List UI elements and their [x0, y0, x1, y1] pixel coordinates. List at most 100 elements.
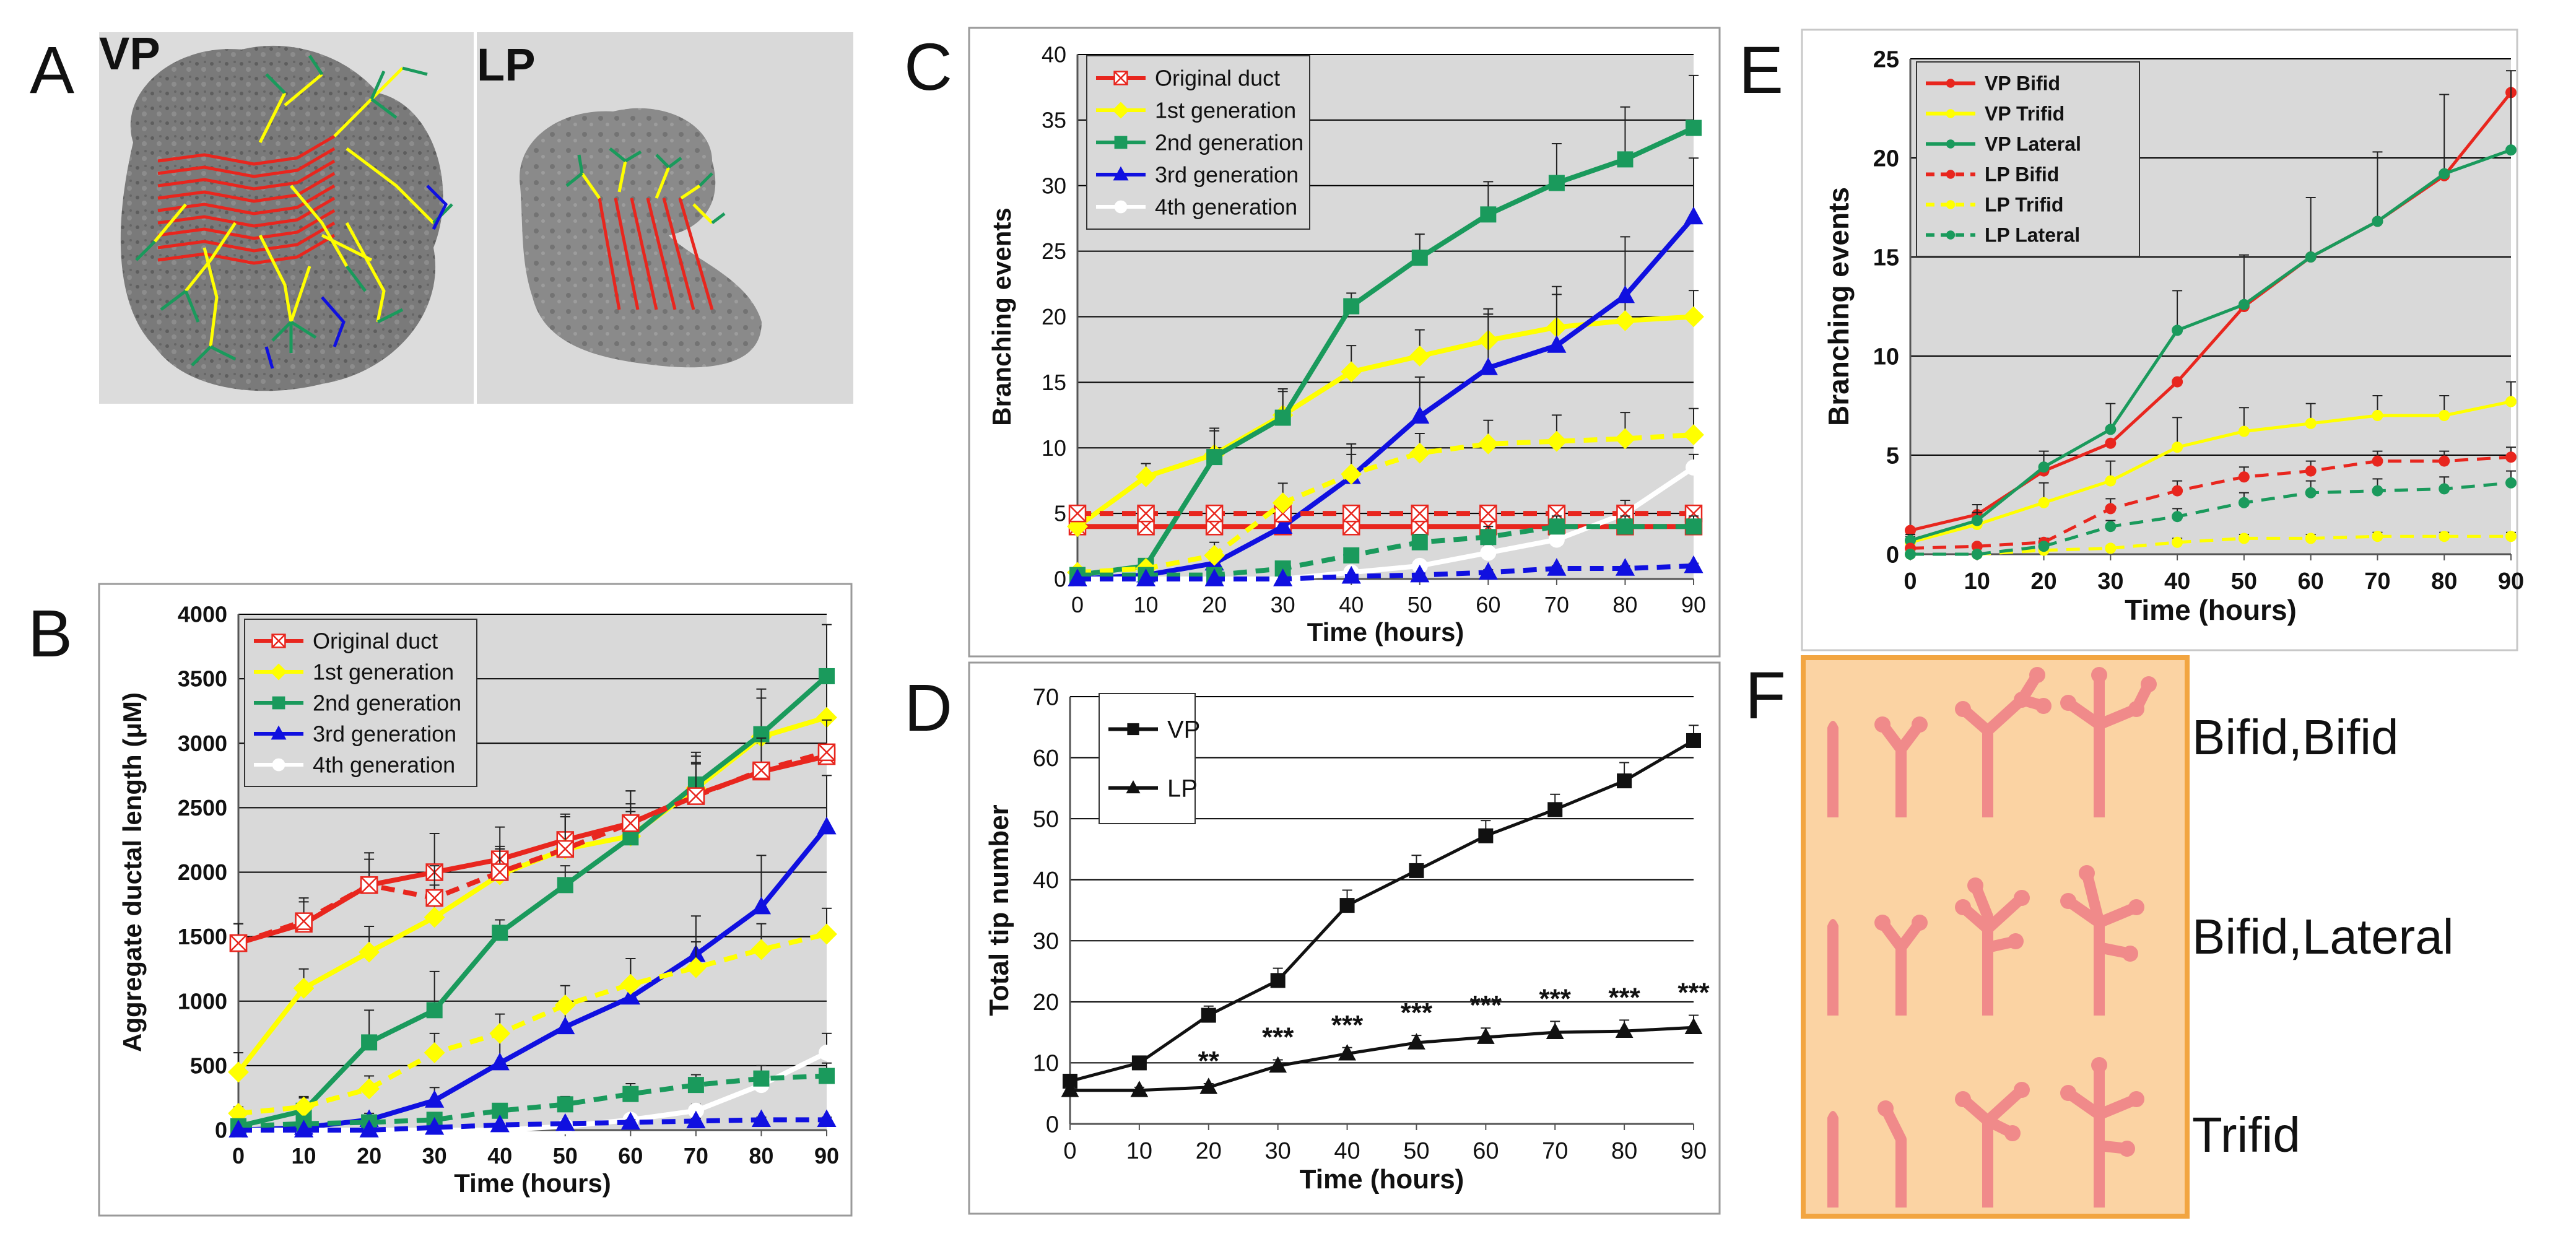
first-generation-trace	[617, 160, 627, 193]
data-point	[753, 1070, 770, 1087]
data-point	[685, 957, 707, 978]
legend-label-c-3: 3rd generation	[1155, 162, 1299, 188]
y-tick-label-b: 2000	[178, 860, 227, 885]
first-generation-trace	[154, 203, 187, 243]
significance-marker: ***	[1677, 978, 1710, 1008]
x-tick-label-b: 10	[292, 1143, 316, 1168]
panel-label-e: E	[1739, 32, 1783, 107]
data-point	[1131, 1055, 1147, 1071]
data-point	[1269, 1056, 1287, 1073]
legend-label-b-3: 3rd generation	[313, 721, 456, 747]
data-point	[1615, 1021, 1634, 1038]
data-point	[1684, 1017, 1703, 1035]
x-tick-label-d: 20	[1196, 1138, 1222, 1164]
x-tick-label-b: 60	[618, 1143, 643, 1168]
duct-stalk	[1982, 1114, 1993, 1208]
data-point-cross	[752, 762, 770, 779]
first-generation-trace	[284, 73, 323, 107]
panel-d: D 0 10 20 30 40 50 60 70 0 10 20 30 40 50 60 70 80 90 Time…	[904, 661, 1721, 1215]
data-point	[1683, 306, 1704, 328]
second-generation-trace	[577, 154, 584, 174]
data-point	[687, 1077, 704, 1094]
first-generation-trace	[655, 167, 671, 199]
original-duct-trace	[662, 198, 695, 310]
duct-tip	[2079, 865, 2095, 881]
series-line	[238, 1117, 827, 1133]
y-tick-label-c: 35	[1042, 107, 1066, 133]
duct-tip	[2008, 933, 2024, 949]
duct-tip	[2128, 1091, 2144, 1107]
data-point	[2172, 376, 2183, 388]
y-tick-label-d: 30	[1033, 929, 1059, 955]
first-generation-trace	[345, 222, 386, 323]
data-point	[1480, 206, 1497, 223]
data-point	[2038, 541, 2050, 552]
significance-marker: ***	[1331, 1010, 1364, 1040]
y-tick-label-b: 2500	[178, 795, 227, 820]
second-generation-trace	[346, 265, 367, 292]
x-tick-label-d: 40	[1334, 1138, 1360, 1164]
significance-marker: ***	[1470, 990, 1502, 1021]
significance-marker: ***	[1608, 982, 1640, 1012]
x-tick-label-d: 60	[1473, 1138, 1499, 1164]
data-point	[1684, 206, 1704, 225]
data-point	[1615, 285, 1635, 303]
legend-key-e-1-marker	[1946, 109, 1956, 118]
data-point	[1476, 1027, 1495, 1044]
y-tick-label-c: 5	[1054, 501, 1066, 526]
duct-tip	[2091, 667, 2107, 683]
original-duct-trace	[678, 198, 714, 310]
data-point	[360, 876, 378, 894]
data-point	[228, 1061, 249, 1083]
x-tick-label-c: 0	[1071, 592, 1084, 617]
y-tick-label-c: 30	[1042, 173, 1066, 198]
x-axis-title-d: Time (hours)	[1300, 1164, 1464, 1195]
data-point	[2305, 417, 2317, 429]
data-point	[490, 863, 509, 881]
data-point	[293, 1096, 315, 1118]
y-tick-label-c: 15	[1042, 370, 1066, 395]
data-point	[1410, 564, 1430, 583]
data-point	[1130, 1081, 1149, 1097]
first-generation-trace	[680, 184, 701, 200]
series-e-5	[1905, 470, 2517, 560]
duct-tip	[2014, 890, 2030, 906]
data-point	[1137, 504, 1155, 523]
data-point	[1343, 547, 1360, 564]
data-point	[1546, 1022, 1564, 1039]
x-tick-label-b: 20	[357, 1143, 381, 1168]
vp-lobe	[120, 45, 443, 391]
series-line	[238, 931, 827, 1116]
x-tick-label-c: 20	[1202, 592, 1227, 617]
x-tick-label-d: 10	[1126, 1138, 1152, 1164]
duct-tip	[2119, 1141, 2135, 1157]
x-tick-label-c: 70	[1544, 592, 1569, 617]
y-axis-title-b: Aggregate ductal length (μM)	[118, 692, 147, 1052]
data-point	[361, 1034, 378, 1051]
third-generation-trace	[321, 296, 346, 347]
data-point	[1204, 544, 1225, 566]
data-point	[490, 1052, 510, 1071]
duct-tip	[1874, 716, 1891, 733]
y-tick-label-e: 25	[1873, 46, 1899, 72]
legend-key-d-1-marker	[1126, 780, 1141, 794]
data-point	[555, 1016, 575, 1035]
legend-key-e-4-marker	[1946, 200, 1956, 209]
second-generation-trace	[308, 54, 324, 76]
data-point	[2505, 531, 2517, 542]
chart-c: 0 5 10 15 20 25 30 35 40 0 10 20 30 40 50 60 70 80 90 Time …	[987, 42, 1706, 646]
panel-b: B 0 500 1000 1500 2000 2500 3000 3500 4000 0 10 20 3…	[28, 583, 853, 1217]
series-b-6	[228, 907, 837, 1124]
data-point	[1272, 492, 1294, 514]
legend-key-b-3-marker	[271, 725, 287, 740]
data-point	[2105, 437, 2117, 449]
original-duct-trace	[157, 233, 336, 265]
y-tick-label-d: 20	[1033, 990, 1059, 1016]
duct-stalk	[1827, 1111, 1838, 1208]
data-point	[2238, 298, 2250, 310]
duct-stalk	[1895, 1133, 1907, 1208]
data-point	[2505, 396, 2517, 407]
panel-label-f: F	[1745, 658, 1786, 733]
significance-marker: ***	[1539, 983, 1572, 1014]
data-point	[490, 1114, 510, 1133]
